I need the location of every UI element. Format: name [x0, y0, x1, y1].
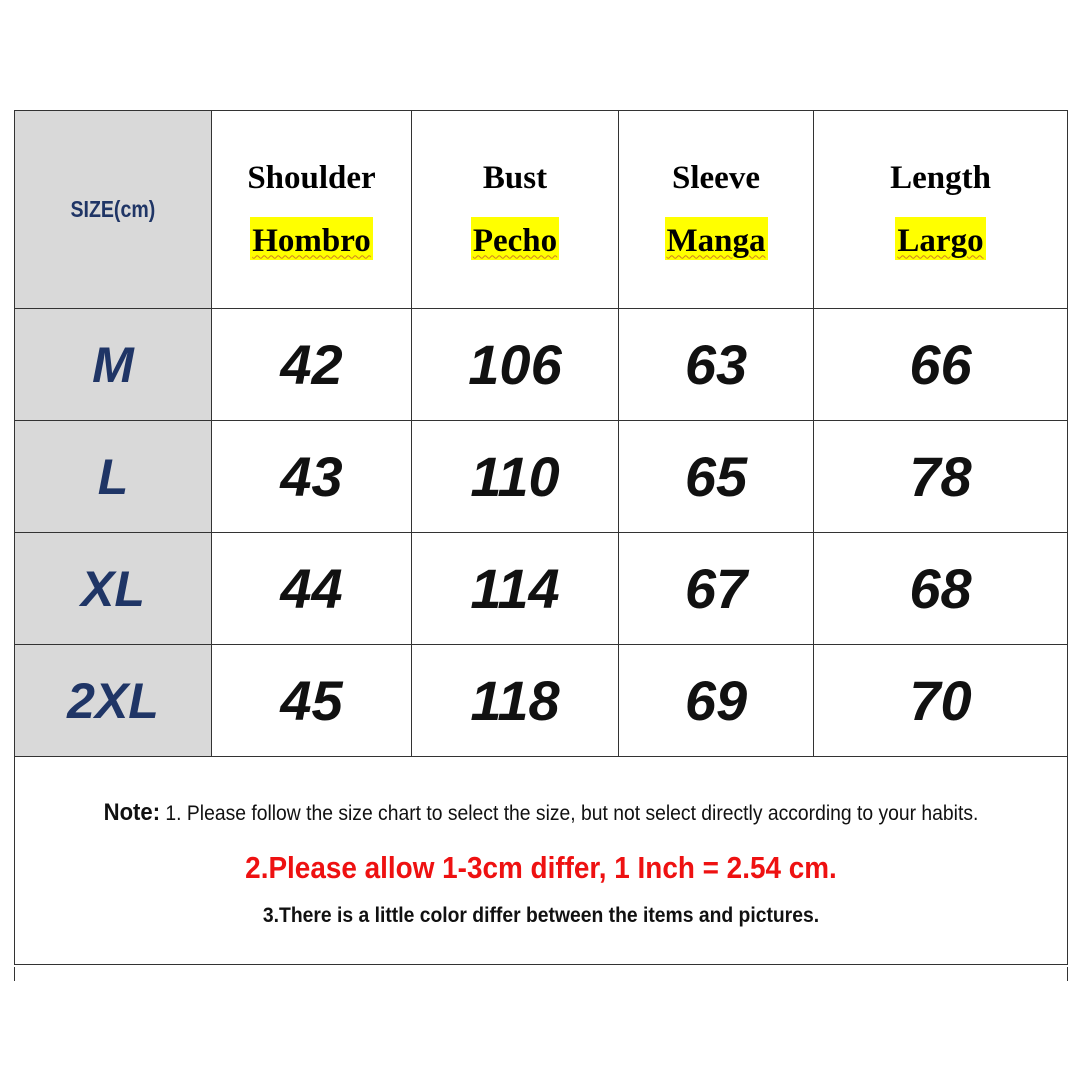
- header-es: Manga: [664, 216, 768, 260]
- value-cell: 44: [211, 532, 412, 645]
- value-cell: 110: [411, 420, 619, 533]
- value-cell: 68: [813, 532, 1068, 645]
- value-cell: 114: [411, 532, 619, 645]
- notes-row: Note: 1. Please follow the size chart to…: [14, 756, 1068, 965]
- header-en: Shoulder: [247, 159, 376, 196]
- column-header-sleeve: Sleeve Manga: [618, 110, 814, 309]
- size-cell: XL: [14, 532, 212, 645]
- note-1: Note: 1. Please follow the size chart to…: [75, 793, 1006, 834]
- header-en: Bust: [482, 159, 548, 196]
- value-cell: 70: [813, 644, 1068, 757]
- value-cell: 66: [813, 308, 1068, 421]
- size-label: L: [97, 448, 129, 505]
- value-cell: 106: [411, 308, 619, 421]
- note-prefix: Note:: [103, 799, 161, 826]
- value-cell: 45: [211, 644, 412, 757]
- size-label: M: [92, 336, 134, 393]
- header-row: SIZE(cm) Shoulder Hombro Bust Pecho Sleeve…: [14, 110, 1068, 309]
- size-cell: 2XL: [14, 644, 212, 757]
- value-cell: 63: [618, 308, 814, 421]
- table-row: 2XL 45 118 69 70: [14, 644, 1068, 757]
- table-row: L 43 110 65 78: [14, 420, 1068, 533]
- value-cell: 65: [618, 420, 814, 533]
- value-cell: 78: [813, 420, 1068, 533]
- value-cell: 43: [211, 420, 412, 533]
- size-label: XL: [81, 560, 145, 617]
- header-es: Hombro: [250, 216, 373, 260]
- header-en: Length: [890, 159, 991, 196]
- note-3: 3.There is a little color differ between…: [262, 904, 820, 927]
- size-label: 2XL: [67, 672, 159, 729]
- header-en: Sleeve: [672, 159, 760, 196]
- note-2: 2.Please allow 1-3cm differ, 1 Inch = 2.…: [245, 850, 837, 885]
- value-cell: 69: [618, 644, 814, 757]
- header-es: Pecho: [470, 216, 560, 260]
- size-chart-table: SIZE(cm) Shoulder Hombro Bust Pecho Sleeve…: [14, 110, 1068, 965]
- size-cell: M: [14, 308, 212, 421]
- value-cell: 42: [211, 308, 412, 421]
- table-continuation: [14, 967, 1068, 981]
- note-1-text: 1. Please follow the size chart to selec…: [165, 802, 979, 825]
- size-cell: L: [14, 420, 212, 533]
- size-header: SIZE(cm): [70, 196, 156, 222]
- table-row: M 42 106 63 66: [14, 308, 1068, 421]
- column-header-shoulder: Shoulder Hombro: [211, 110, 412, 309]
- column-header-bust: Bust Pecho: [411, 110, 619, 309]
- value-cell: 67: [618, 532, 814, 645]
- notes-cell: Note: 1. Please follow the size chart to…: [14, 756, 1068, 965]
- table-row: XL 44 114 67 68: [14, 532, 1068, 645]
- value-cell: 118: [411, 644, 619, 757]
- header-es: Largo: [895, 216, 986, 260]
- column-header-length: Length Largo: [813, 110, 1068, 309]
- size-header-cell: SIZE(cm): [14, 110, 212, 309]
